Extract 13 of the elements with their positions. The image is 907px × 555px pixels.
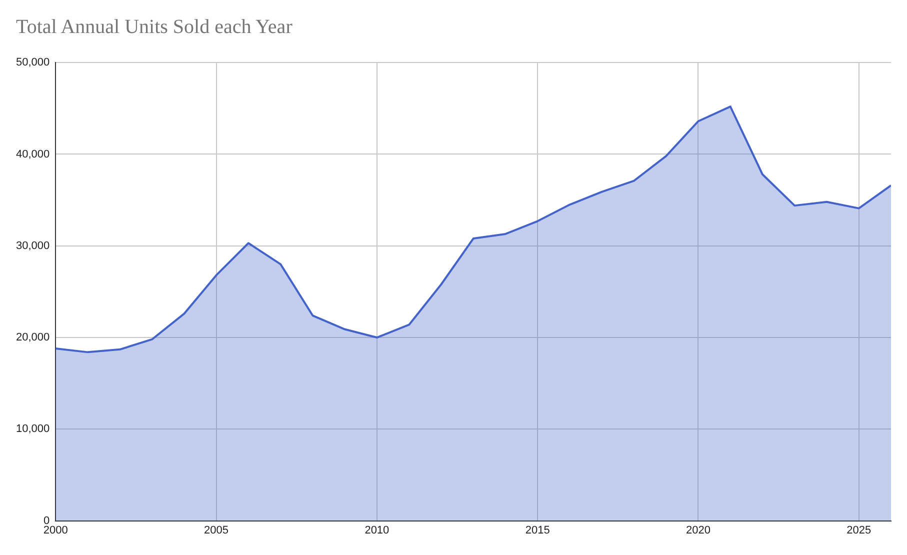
y-tick-label: 0 [44, 514, 50, 527]
x-tick-label: 2000 [43, 524, 68, 536]
y-tick-label: 40,000 [16, 148, 50, 160]
y-tick-label: 50,000 [16, 56, 50, 69]
x-tick-label: 2010 [364, 524, 390, 536]
y-tick-label: 20,000 [16, 332, 50, 344]
y-tick-label: 10,000 [16, 423, 50, 436]
y-tick-label: 30,000 [16, 240, 50, 252]
chart-title: Total Annual Units Sold each Year [16, 16, 292, 39]
x-tick-label: 2005 [204, 524, 229, 536]
x-tick-label: 2015 [525, 524, 550, 536]
x-tick-label: 2020 [686, 524, 710, 536]
x-tick-label: 2025 [846, 524, 872, 536]
